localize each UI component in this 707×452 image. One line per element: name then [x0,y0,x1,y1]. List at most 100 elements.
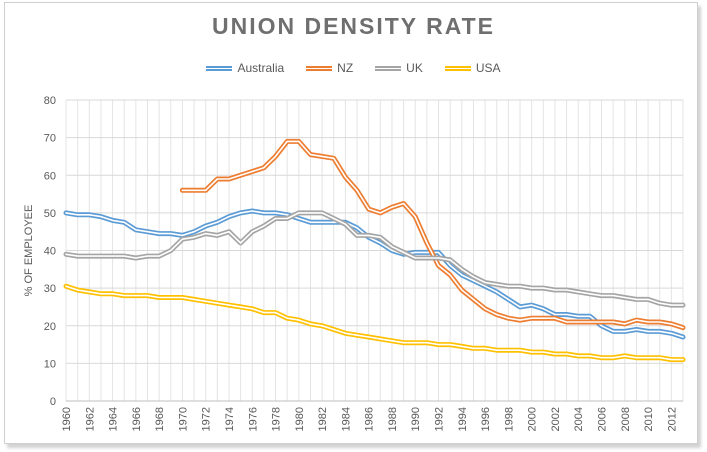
data-point-australia [623,330,626,333]
data-point-nz [204,189,207,192]
data-point-usa [530,351,533,354]
data-point-nz [670,322,673,325]
chart-legend: Australia NZ UK USA [0,61,707,75]
data-point-uk [484,281,487,284]
data-point-nz [390,206,393,209]
x-tick-label: 2002 [550,407,562,431]
x-tick-label: 1992 [434,407,446,431]
data-point-australia [227,215,230,218]
data-point-nz [565,320,568,323]
data-point-nz [449,273,452,276]
data-point-australia [169,232,172,235]
data-point-usa [309,322,312,325]
data-point-nz [297,140,300,143]
data-point-uk [414,257,417,260]
data-point-usa [588,354,591,357]
data-point-usa [460,345,463,348]
data-point-nz [414,215,417,218]
y-tick-label: 70 [44,133,56,145]
data-point-nz [553,317,556,320]
x-tick-label: 1984 [340,407,352,431]
data-point-uk [437,257,440,260]
x-tick-label: 2000 [527,407,539,431]
series-line-australia [63,208,686,340]
data-point-australia [495,290,498,293]
data-point-usa [367,336,370,339]
data-point-uk [519,285,522,288]
data-point-uk [65,253,68,256]
data-point-usa [321,324,324,327]
x-tick-label: 1974 [224,407,236,431]
data-point-nz [612,320,615,323]
data-point-australia [600,324,603,327]
legend-label-usa: USA [475,61,501,75]
y-tick-label: 0 [50,396,56,408]
data-point-nz [682,326,685,329]
series-line-uk [63,210,686,308]
data-point-usa [181,296,184,299]
data-point-australia [146,230,149,233]
data-point-uk [577,290,580,293]
data-point-uk [390,245,393,248]
data-point-nz [530,317,533,320]
data-point-uk [216,234,219,237]
legend-item-nz: NZ [306,61,353,75]
data-point-uk [181,238,184,241]
data-point-nz [658,320,661,323]
data-point-nz [472,298,475,301]
data-point-uk [379,236,382,239]
data-point-uk [146,255,149,258]
data-point-nz [379,211,382,214]
data-point-nz [356,189,359,192]
data-point-nz [274,155,277,158]
data-point-uk [542,287,545,290]
data-point-usa [565,352,568,355]
data-point-uk [286,217,289,220]
x-tick-label: 1964 [108,407,120,431]
data-point-uk [227,230,230,233]
x-tick-label: 1968 [154,407,166,431]
data-point-nz [507,317,510,320]
data-point-australia [321,221,324,224]
data-point-nz [647,320,650,323]
data-point-usa [356,334,359,337]
data-point-uk [76,255,79,258]
series-line-core-usa [65,285,684,361]
data-point-usa [600,356,603,359]
data-point-usa [286,317,289,320]
data-point-usa [239,305,242,308]
data-point-usa [88,290,91,293]
x-tick-label: 1962 [84,407,96,431]
data-point-usa [472,347,475,350]
series-line-core-uk [65,212,684,306]
x-tick-label: 1988 [387,407,399,431]
data-point-usa [577,354,580,357]
data-point-uk [670,304,673,307]
legend-swatch-uk [375,65,402,71]
data-point-usa [111,292,114,295]
series-line-core-australia [65,210,684,338]
data-point-usa [553,352,556,355]
data-point-usa [216,302,219,305]
legend-item-usa: USA [444,61,501,75]
x-tick-label: 2008 [620,407,632,431]
data-point-nz [437,264,440,267]
chart-title: UNION DENSITY RATE [211,13,496,39]
data-point-usa [635,356,638,359]
data-point-usa [379,337,382,340]
y-tick-label: 40 [44,246,56,258]
y-tick-label: 20 [44,321,56,333]
x-tick-label: 1978 [271,407,283,431]
data-point-australia [577,315,580,318]
y-tick-label: 80 [44,95,56,107]
data-point-australia [88,213,91,216]
x-tick-label: 2006 [597,407,609,431]
data-point-usa [332,328,335,331]
data-point-uk [193,236,196,239]
data-point-usa [146,294,149,297]
data-point-nz [623,322,626,325]
x-tick-label: 1986 [364,407,376,431]
legend-label-uk: UK [406,61,423,75]
data-point-usa [193,298,196,301]
